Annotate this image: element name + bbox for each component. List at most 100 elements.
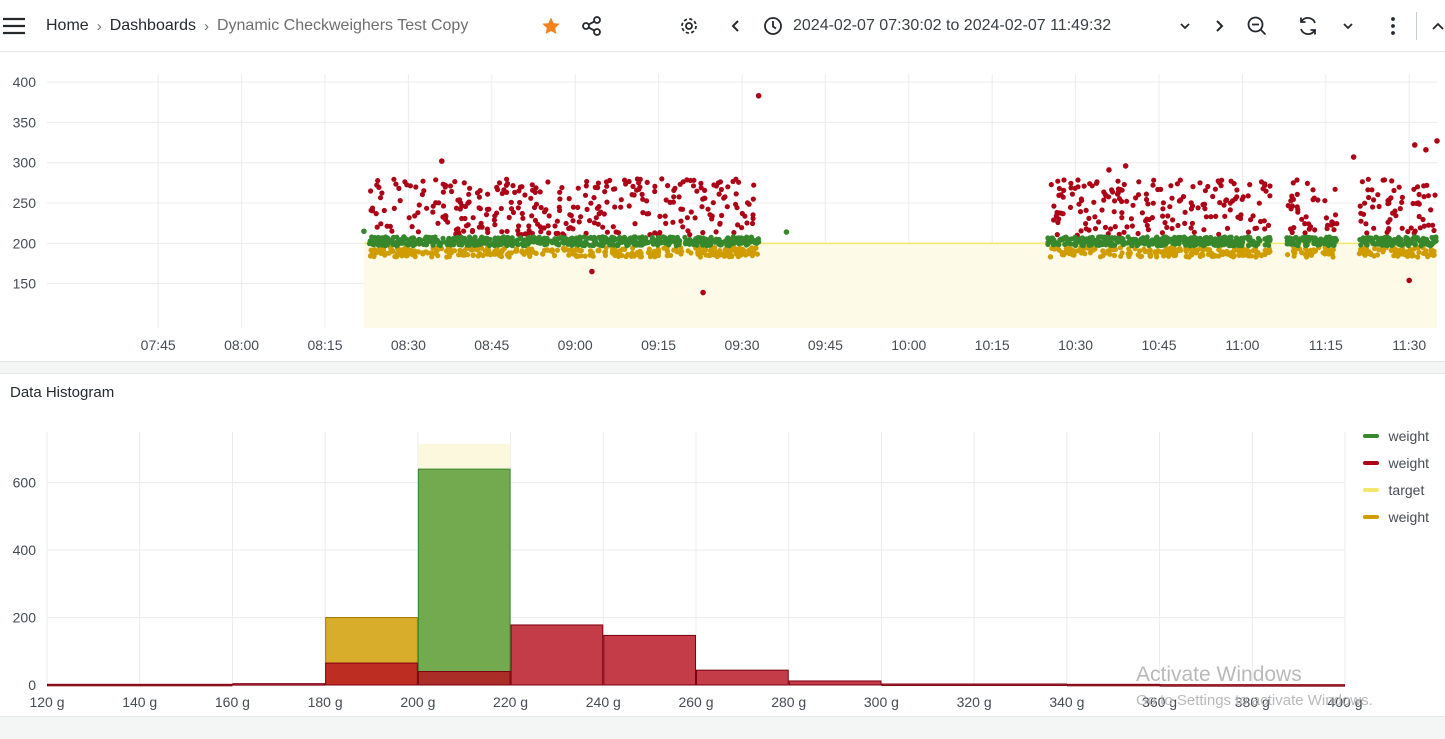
data-point [699,204,705,210]
y-tick-label: 200 [13,235,37,251]
data-point [1385,240,1391,246]
data-point [1425,193,1431,199]
data-point [1136,179,1142,185]
histogram-bar [325,662,418,686]
time-range-picker[interactable]: 2024-02-07 07:30:02 to 2024-02-07 11:49:… [793,17,1112,34]
data-point [1045,239,1051,245]
data-point [485,191,491,197]
data-point [1067,204,1074,210]
data-point [1227,200,1233,206]
star-icon[interactable] [541,0,561,52]
data-point [527,253,533,259]
data-point [1416,213,1422,220]
chevron-down-icon[interactable] [1178,0,1192,52]
data-point [1397,206,1403,212]
data-point [393,181,399,187]
data-point [526,223,532,229]
data-point [753,237,759,244]
panel-title[interactable]: Data Histogram [10,384,115,401]
data-point [1147,251,1153,257]
data-point [1203,214,1209,220]
data-point [391,176,397,182]
data-point [470,215,476,221]
data-point [1189,220,1195,226]
refresh-icon[interactable] [1297,0,1319,52]
data-point [1129,223,1135,229]
chevron-left-icon[interactable] [729,0,743,52]
data-point [1230,249,1236,255]
data-point [492,222,498,228]
bottom-strip [0,718,1445,739]
data-point [466,191,472,197]
data-point [1115,178,1121,184]
data-point [1432,192,1438,198]
more-icon[interactable] [1386,0,1400,52]
data-point [1075,184,1081,190]
data-point [1182,209,1188,215]
data-point [570,240,577,246]
data-point [1144,234,1150,240]
data-point [635,242,641,248]
data-point [610,186,617,192]
histogram-chart[interactable]: 0 200 400 600 120 g 140 g 160 g 180 g 200 g 220 g… [0,374,1445,718]
data-point [1068,185,1074,191]
data-point [1062,241,1068,247]
data-point [1409,250,1415,256]
collapse-chevron-icon[interactable] [1431,0,1445,52]
data-point [1265,222,1272,228]
data-point [744,220,750,226]
data-point [1262,247,1268,254]
data-point [374,182,380,188]
data-point [510,183,516,189]
refresh-interval-chevron-icon[interactable] [1341,0,1355,52]
data-point [1178,197,1184,203]
legend-item[interactable]: weight [1362,449,1429,476]
data-point [1110,189,1116,195]
data-point [1244,235,1250,241]
data-point [515,242,521,248]
data-point [528,195,534,201]
gear-icon[interactable] [679,0,699,52]
outlier-point [1106,167,1112,173]
data-point [515,228,521,234]
data-point [604,199,610,205]
legend-item[interactable]: weight [1362,422,1429,449]
data-point [1303,242,1309,248]
data-point [416,238,422,244]
data-point [1149,237,1155,243]
x-tick-label: 08:45 [474,337,509,353]
data-point [501,187,507,193]
breadcrumb-home[interactable]: Home [46,17,89,34]
x-tick-label: 260 g [678,694,713,710]
data-point [373,211,379,217]
data-point [1362,200,1368,206]
scatter-plot[interactable]: 150 200 250 300 350 400 07:45 08:00 08:15 08:30 08… [0,52,1445,362]
data-point [1099,242,1105,248]
data-point [1392,208,1398,214]
legend-item[interactable]: weight [1362,503,1429,530]
outlier-point [589,268,595,275]
legend-swatch [1362,460,1379,465]
data-point [1403,238,1409,244]
legend-swatch [1362,487,1379,492]
data-point [627,236,633,242]
data-point [503,182,509,188]
data-point [496,180,503,186]
data-point [1069,191,1075,197]
legend-item[interactable]: target [1362,476,1429,503]
data-point [725,184,731,190]
data-point [1258,218,1264,225]
data-point [749,220,756,227]
data-point [732,246,739,252]
zoom-out-icon[interactable] [1246,0,1268,52]
share-icon[interactable] [581,0,603,52]
outlier-point [1406,277,1412,284]
histogram-bar [1066,683,1160,687]
data-point [1143,191,1149,197]
menu-icon[interactable] [2,0,26,52]
data-point [640,210,646,216]
data-point [684,215,691,221]
chevron-right-icon[interactable] [1212,0,1226,52]
data-point [566,252,572,258]
breadcrumb-dashboards[interactable]: Dashboards [109,17,196,34]
